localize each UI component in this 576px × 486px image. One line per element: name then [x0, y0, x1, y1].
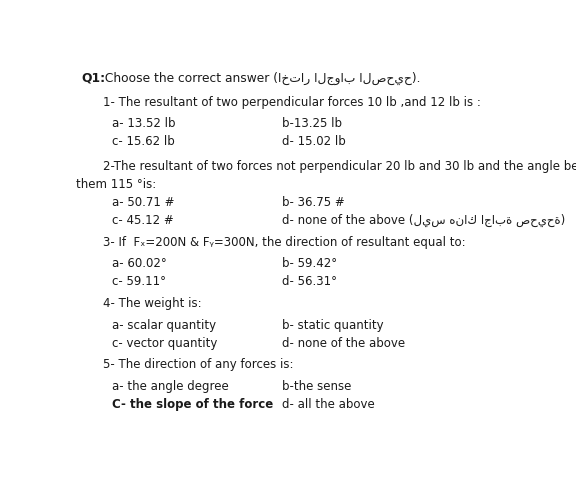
Text: a- 50.71 #: a- 50.71 #	[112, 196, 175, 209]
Text: b- 36.75 #: b- 36.75 #	[282, 196, 344, 209]
Text: C- the slope of the force: C- the slope of the force	[112, 398, 274, 411]
Text: d- none of the above (ليس هناك اجابة صحيحة): d- none of the above (ليس هناك اجابة صحي…	[282, 214, 565, 227]
Text: c- 15.62 lb: c- 15.62 lb	[112, 136, 175, 148]
Text: c- 45.12 #: c- 45.12 #	[112, 214, 174, 227]
Text: Q1:: Q1:	[81, 71, 105, 85]
Text: d- 56.31°: d- 56.31°	[282, 276, 337, 288]
Text: d- none of the above: d- none of the above	[282, 337, 405, 350]
Text: d- all the above: d- all the above	[282, 398, 374, 411]
Text: 3- If  Fₓ=200N & Fᵧ=300N, the direction of resultant equal to:: 3- If Fₓ=200N & Fᵧ=300N, the direction o…	[103, 236, 466, 249]
Text: a- 60.02°: a- 60.02°	[112, 258, 167, 270]
Text: b- 59.42°: b- 59.42°	[282, 258, 337, 270]
Text: 2-The resultant of two forces not perpendicular 20 lb and 30 lb and the angle be: 2-The resultant of two forces not perpen…	[103, 160, 576, 173]
Text: them 115 °is:: them 115 °is:	[77, 178, 157, 191]
Text: a- the angle degree: a- the angle degree	[112, 380, 229, 393]
Text: b-the sense: b-the sense	[282, 380, 351, 393]
Text: c- vector quantity: c- vector quantity	[112, 337, 218, 350]
Text: Choose the correct answer (اختار الجواب الصحيح).: Choose the correct answer (اختار الجواب …	[101, 71, 421, 85]
Text: 5- The direction of any forces is:: 5- The direction of any forces is:	[103, 359, 294, 371]
Text: b-13.25 lb: b-13.25 lb	[282, 118, 342, 130]
Text: c- 59.11°: c- 59.11°	[112, 276, 166, 288]
Text: a- scalar quantity: a- scalar quantity	[112, 319, 217, 332]
Text: d- 15.02 lb: d- 15.02 lb	[282, 136, 346, 148]
Text: a- 13.52 lb: a- 13.52 lb	[112, 118, 176, 130]
Text: 4- The weight is:: 4- The weight is:	[103, 297, 202, 310]
Text: 1- The resultant of two perpendicular forces 10 lb ,and 12 lb is :: 1- The resultant of two perpendicular fo…	[103, 96, 481, 109]
Text: b- static quantity: b- static quantity	[282, 319, 384, 332]
